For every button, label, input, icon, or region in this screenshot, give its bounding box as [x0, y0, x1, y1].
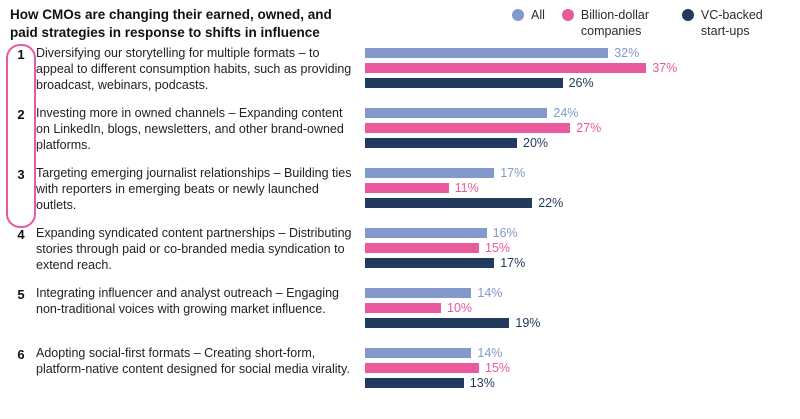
row-description: Integrating influencer and analyst outre…	[36, 286, 339, 316]
bar-line: 14%	[365, 286, 540, 300]
row-description: Adopting social-first formats – Creating…	[36, 346, 350, 376]
row-number: 3	[17, 167, 25, 182]
legend-item: VC-backed start-ups	[681, 7, 785, 40]
row-description: Investing more in owned channels – Expan…	[36, 106, 344, 152]
bar-value-label: 14%	[477, 346, 503, 360]
bar	[365, 303, 441, 313]
row-description: Targeting emerging journalist relationsh…	[36, 166, 352, 212]
legend-dot-icon	[681, 9, 694, 21]
bar-value-label: 13%	[469, 376, 495, 390]
legend-item: All	[512, 7, 545, 23]
bar	[365, 63, 647, 73]
legend: All Billion-dollar companies VC-backed sta…	[512, 7, 785, 40]
bar-line: 26%	[365, 76, 677, 90]
bar-line: 27%	[365, 121, 602, 135]
bar-value-label: 15%	[485, 241, 511, 255]
chart-row: 6 Adopting social-first formats – Creatin…	[8, 346, 792, 406]
legend-dot-icon	[561, 9, 574, 21]
chart-row: 3 Targeting emerging journalist relations…	[8, 166, 792, 226]
bar	[365, 288, 472, 298]
chart-rows: 1 Diversifying our storytelling for multi…	[8, 46, 792, 406]
bar	[365, 258, 495, 268]
bar-line: 11%	[365, 181, 563, 195]
bar-line: 19%	[365, 316, 541, 330]
row-description: Diversifying our storytelling for multip…	[36, 46, 352, 92]
bar-value-label: 17%	[500, 256, 526, 270]
chart-row: 5 Integrating influencer and analyst outr…	[8, 286, 792, 346]
bar-line: 32%	[365, 46, 677, 60]
bar	[365, 378, 464, 388]
bar	[365, 123, 571, 133]
bar-group: 32% 37% 26%	[365, 46, 678, 90]
row-number: 5	[17, 287, 25, 302]
bar	[365, 318, 510, 328]
bar-value-label: 19%	[515, 316, 541, 330]
bar-value-label: 27%	[576, 121, 602, 135]
legend-dot-icon	[512, 9, 524, 21]
row-number: 4	[17, 227, 25, 242]
bar-group: 24% 27% 20%	[365, 106, 602, 150]
chart-row: 2 Investing more in owned channels – Expa…	[8, 106, 792, 166]
bar-value-label: 24%	[553, 106, 579, 120]
bar-value-label: 14%	[477, 286, 503, 300]
bar-line: 15%	[365, 361, 511, 375]
bar-value-label: 22%	[538, 196, 564, 210]
bar	[365, 168, 495, 178]
bar-line: 16%	[365, 226, 525, 240]
bar	[365, 363, 479, 373]
bar-line: 14%	[365, 346, 510, 360]
chart-row: 1 Diversifying our storytelling for multi…	[8, 46, 792, 106]
bar	[365, 243, 479, 253]
row-number: 6	[17, 347, 25, 362]
legend-item: Billion-dollar companies	[561, 7, 665, 40]
bar-line: 10%	[365, 301, 540, 315]
bar	[365, 108, 548, 118]
bar-line: 37%	[365, 61, 678, 75]
bar-line: 24%	[365, 106, 601, 120]
bar	[365, 78, 563, 88]
bar	[365, 198, 533, 208]
row-number: 2	[17, 107, 25, 122]
bar-line: 17%	[365, 166, 563, 180]
bar-line: 17%	[365, 256, 526, 270]
bar-value-label: 17%	[500, 166, 526, 180]
bar-value-label: 32%	[614, 46, 640, 60]
row-number: 1	[17, 47, 25, 62]
legend-label: All	[531, 8, 545, 22]
chart-row: 4 Expanding syndicated content partnershi…	[8, 226, 792, 286]
bar-value-label: 10%	[447, 301, 473, 315]
bar-line: 22%	[365, 196, 564, 210]
bar-value-label: 26%	[568, 76, 594, 90]
bar-line: 20%	[365, 136, 601, 150]
bar-group: 14% 15% 13%	[365, 346, 511, 390]
legend-label: Billion-dollar companies	[580, 8, 649, 39]
bar	[365, 228, 487, 238]
bar	[365, 48, 609, 58]
bar-line: 15%	[365, 241, 525, 255]
bar-value-label: 15%	[485, 361, 511, 375]
bar-line: 13%	[365, 376, 510, 390]
row-description: Expanding syndicated content partnership…	[36, 226, 352, 272]
bar	[365, 138, 517, 148]
bar-value-label: 20%	[523, 136, 549, 150]
bar-group: 17% 11% 22%	[365, 166, 564, 210]
chart-title: How CMOs are changing their earned, owne…	[10, 7, 332, 40]
bar-group: 14% 10% 19%	[365, 286, 541, 330]
bar	[365, 348, 472, 358]
bar-value-label: 11%	[454, 181, 479, 195]
bar	[365, 183, 449, 193]
bar-value-label: 37%	[652, 61, 678, 75]
legend-label: VC-backed start-ups	[700, 8, 763, 39]
bar-value-label: 16%	[492, 226, 518, 240]
bar-group: 16% 15% 17%	[365, 226, 526, 270]
